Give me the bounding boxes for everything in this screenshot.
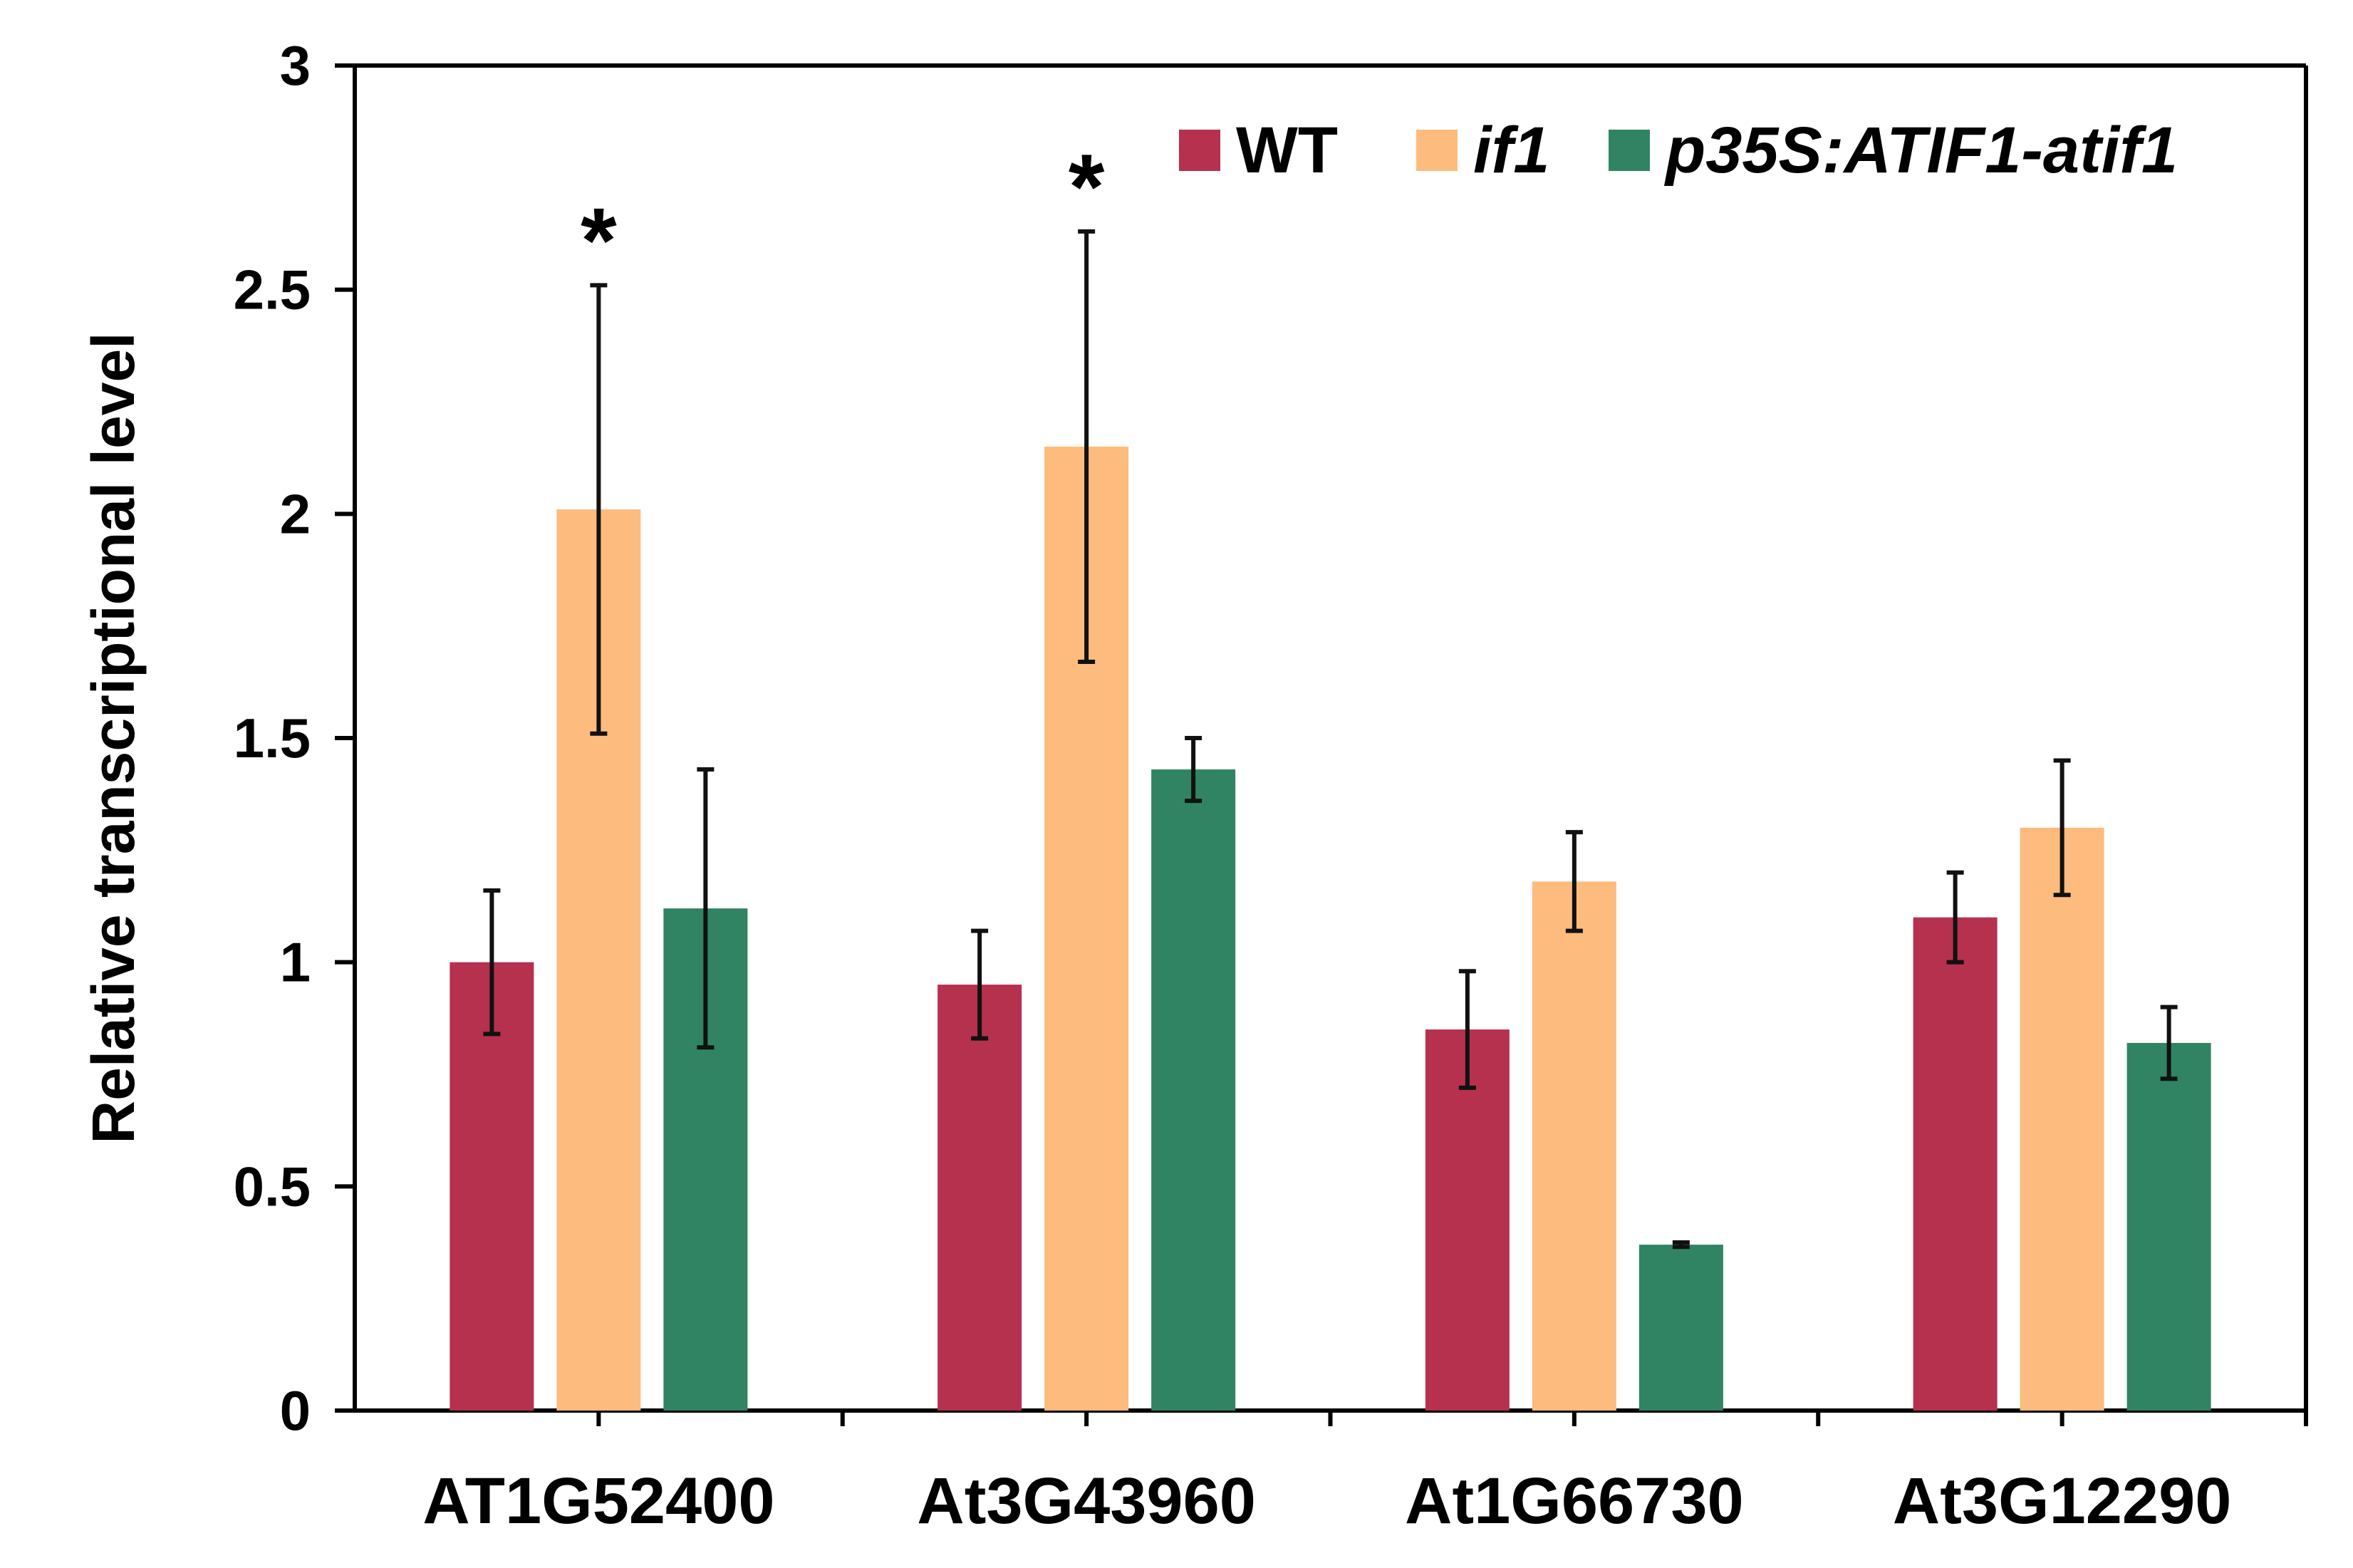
legend-swatch: [1179, 130, 1220, 171]
y-tick-label: 1.5: [234, 707, 311, 769]
legend-label: p35S:ATIF1-atif1: [1663, 114, 2178, 187]
legend-label: WT: [1236, 114, 1338, 187]
x-tick-label: At3G43960: [917, 1465, 1256, 1537]
significance-asterisk: *: [581, 188, 617, 292]
x-tick-label: At3G12290: [1893, 1465, 2232, 1537]
y-tick-label: 3: [280, 34, 311, 97]
legend-label: if1: [1473, 114, 1549, 187]
y-tick-label: 2.5: [234, 259, 311, 321]
x-tick-label: AT1G52400: [422, 1465, 774, 1537]
bar: [1532, 881, 1616, 1411]
bars: **: [450, 135, 2211, 1411]
y-tick-label: 0.5: [234, 1155, 311, 1217]
bar: [450, 962, 534, 1411]
bar: [2020, 827, 2104, 1411]
bar: [1425, 1029, 1510, 1411]
y-axis-title: Relative transcriptional level: [80, 332, 147, 1143]
bar: [1913, 917, 1998, 1411]
bar: [2126, 1042, 2211, 1411]
y-tick-label: 2: [280, 482, 311, 545]
legend: WT if1 p35S:ATIF1-atif1: [1179, 114, 2178, 187]
bar: [1151, 769, 1236, 1411]
legend-swatch: [1609, 130, 1650, 171]
legend-swatch: [1416, 130, 1458, 171]
significance-asterisk: *: [1069, 135, 1105, 239]
bar: [1638, 1245, 1723, 1411]
y-tick-label: 0: [280, 1379, 311, 1442]
axes: 0 0.5 1 1.5 2 2.5 3 Relative transcriptional le…: [80, 34, 2308, 1537]
bar: [937, 985, 1022, 1411]
y-tick-label: 1: [280, 931, 311, 994]
x-tick-label: At1G66730: [1405, 1465, 1744, 1537]
